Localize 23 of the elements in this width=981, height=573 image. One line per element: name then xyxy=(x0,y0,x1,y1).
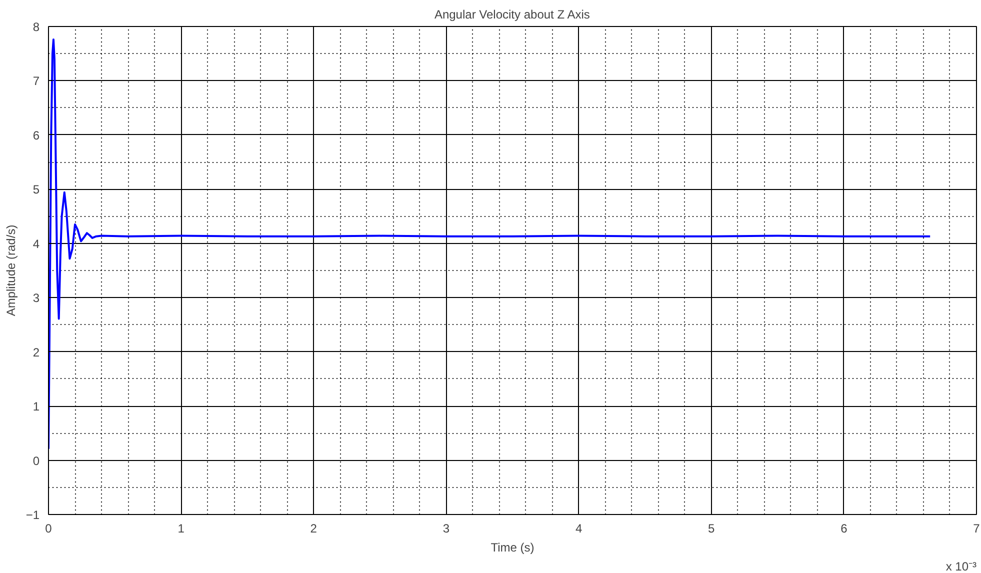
line-series xyxy=(48,38,932,450)
y-tick-label: 2 xyxy=(32,345,40,360)
text: x 10⁻³ xyxy=(946,560,977,573)
y-tick-label: 6 xyxy=(32,128,40,142)
y-tick-label: 4 xyxy=(32,236,40,251)
y-tick-label: 3 xyxy=(32,291,40,306)
x-tick-label: 7 xyxy=(973,522,980,536)
x-tick-label: 6 xyxy=(840,522,848,536)
x-tick-label: 3 xyxy=(442,522,450,536)
y-tick-label: 7 xyxy=(32,74,40,88)
y-tick-label: 8 xyxy=(32,20,40,34)
y-tick-label: −1 xyxy=(26,508,40,522)
x-tick-label: 0 xyxy=(45,522,52,536)
y-axis-title: Amplitude (rad/s) xyxy=(4,224,18,316)
x-tick-label: 4 xyxy=(575,522,582,536)
x-tick-label: 2 xyxy=(310,522,318,536)
chart-title: Angular Velocity about Z Axis xyxy=(434,8,590,22)
y-tick-label: 0 xyxy=(32,454,40,468)
y-tick-label: 1 xyxy=(32,400,40,414)
x-tick-label: 5 xyxy=(708,522,716,536)
x-axis-title: Time (s) xyxy=(490,540,534,554)
y-tick-label: 5 xyxy=(32,182,40,197)
x-tick-label: 1 xyxy=(178,522,185,536)
